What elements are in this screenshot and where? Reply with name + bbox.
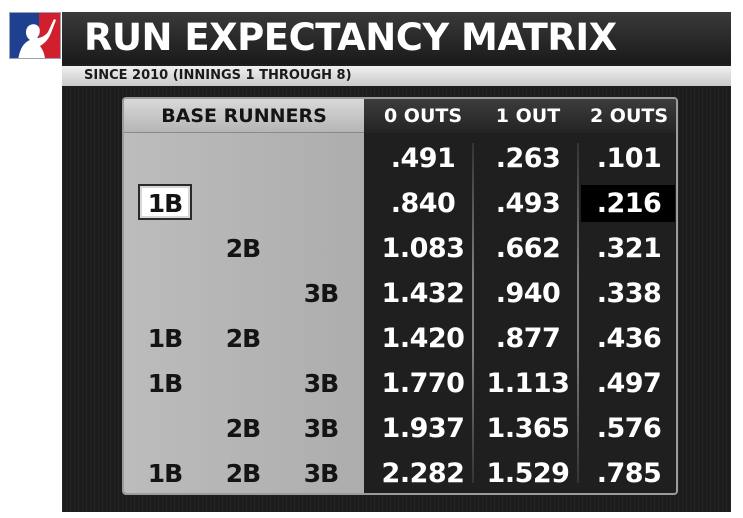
value-cell: .216 [596, 188, 662, 219]
runner-cell-third [294, 186, 348, 222]
runner-cell-third [294, 321, 348, 357]
base-runners-header-bar [124, 99, 364, 133]
value-cell: 1.113 [486, 368, 570, 399]
outs-header-bar [364, 99, 676, 133]
value-cell: 1.529 [486, 458, 570, 489]
value-cell: .491 [390, 143, 456, 174]
value-cell: 2.282 [381, 458, 465, 489]
mlb-batter-logo-icon [9, 12, 61, 59]
value-cell: 1.770 [381, 368, 465, 399]
run-expectancy-table: BASE RUNNERS 0 OUTS 1 OUT 2 OUTS .491 .26… [122, 97, 678, 495]
value-cell: .877 [495, 323, 561, 354]
value-cell: .321 [596, 233, 662, 264]
header-1-out: 1 OUT [495, 105, 561, 127]
value-cell: .493 [495, 188, 561, 219]
runner-cell-first: 1B [147, 324, 183, 353]
value-cell: .497 [596, 368, 662, 399]
runner-cell-third [294, 231, 348, 267]
column-divider [472, 143, 474, 483]
runner-cell-third: 3B [303, 414, 339, 443]
runner-cell-second [216, 186, 270, 222]
runner-cell-second: 2B [225, 414, 261, 443]
runner-cell-first [138, 411, 192, 447]
runner-cell-first [138, 231, 192, 267]
value-cell: 1.365 [486, 413, 570, 444]
page-title: RUN EXPECTANCY MATRIX [62, 12, 731, 64]
runner-cell-second [216, 276, 270, 312]
runner-cell-first: 1B [147, 369, 183, 398]
runner-cell-first: 1B [147, 459, 183, 488]
page-subtitle: SINCE 2010 (INNINGS 1 THROUGH 8) [62, 66, 731, 86]
runner-cell-third: 3B [303, 369, 339, 398]
value-cell: .576 [596, 413, 662, 444]
value-cell: .101 [596, 143, 662, 174]
runner-cell-first [138, 276, 192, 312]
header-2-outs: 2 OUTS [589, 105, 669, 127]
value-cell: .940 [495, 278, 561, 309]
header-0-outs: 0 OUTS [383, 105, 463, 127]
value-cell: 1.420 [381, 323, 465, 354]
runner-cell-first: 1B [147, 189, 183, 218]
value-cell: .785 [596, 458, 662, 489]
value-cell: .263 [495, 143, 561, 174]
column-divider [577, 143, 579, 483]
runner-cell-third [294, 141, 348, 177]
value-cell: 1.083 [381, 233, 465, 264]
runner-cell-second [216, 141, 270, 177]
value-cell: 1.937 [381, 413, 465, 444]
value-cell: .662 [495, 233, 561, 264]
runner-cell-second: 2B [225, 324, 261, 353]
runner-cell-third: 3B [303, 279, 339, 308]
value-cell: .338 [596, 278, 662, 309]
value-cell: .436 [596, 323, 662, 354]
value-cell: 1.432 [381, 278, 465, 309]
runner-cell-second: 2B [225, 459, 261, 488]
value-cell: .840 [390, 188, 456, 219]
runner-cell-first [138, 141, 192, 177]
runner-cell-second [216, 366, 270, 402]
value-highlight-box [581, 185, 675, 222]
base-runners-panel [124, 99, 364, 493]
runner-highlight-box [138, 184, 192, 220]
runner-cell-second: 2B [225, 234, 261, 263]
runner-cell-third: 3B [303, 459, 339, 488]
base-runners-header: BASE RUNNERS [161, 105, 327, 127]
